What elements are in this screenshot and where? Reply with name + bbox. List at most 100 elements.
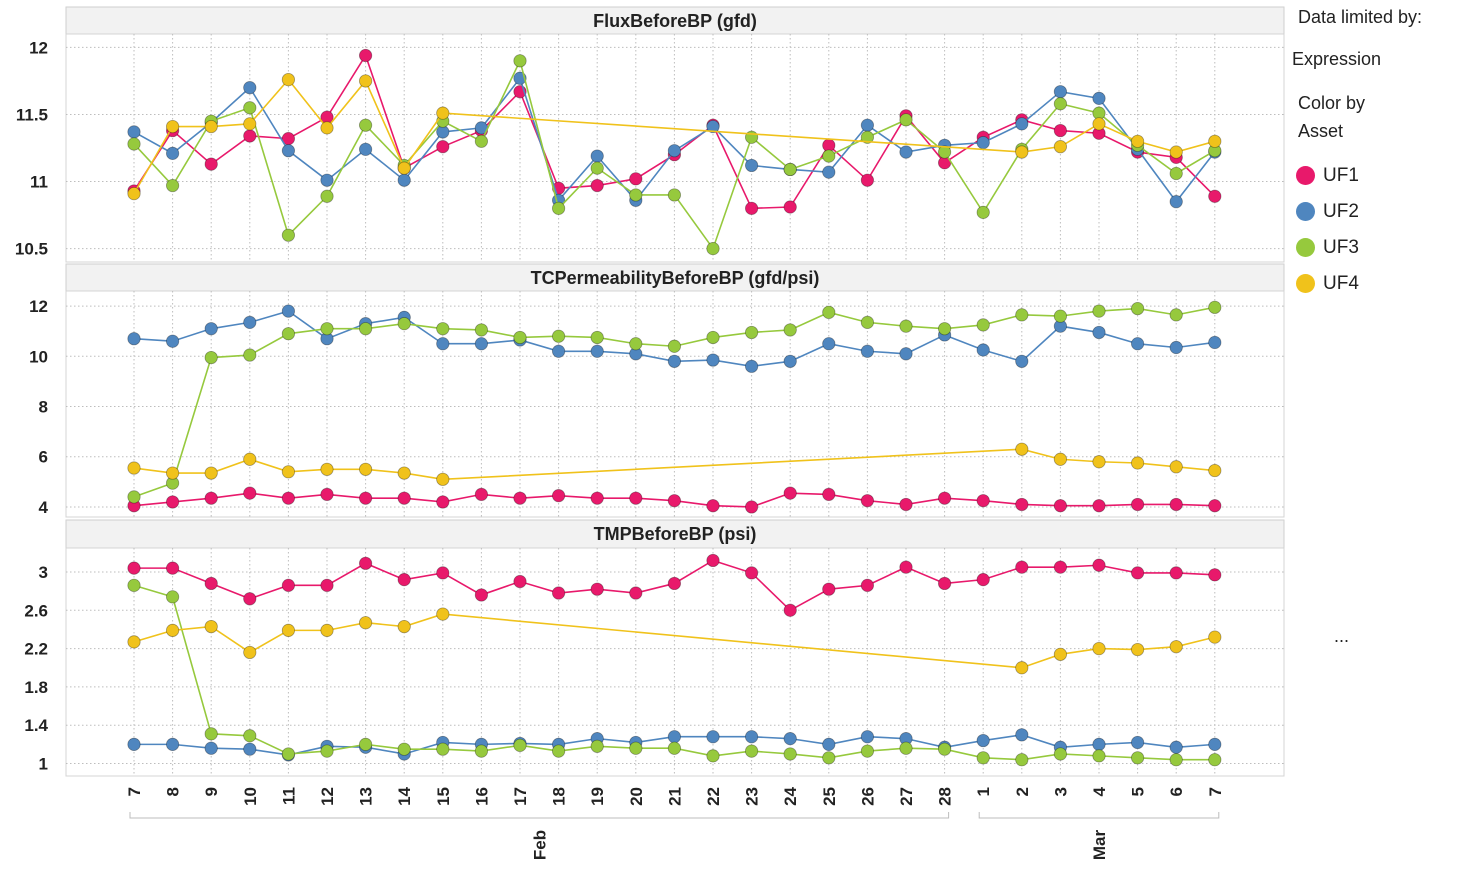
data-point[interactable] (127, 490, 141, 504)
data-point[interactable] (783, 162, 797, 177)
data-point[interactable] (1092, 91, 1106, 105)
data-point[interactable] (243, 486, 257, 500)
data-point[interactable] (1131, 456, 1145, 470)
data-point[interactable] (1053, 647, 1068, 661)
data-point[interactable] (1053, 560, 1068, 574)
data-point[interactable] (976, 318, 990, 332)
data-point[interactable] (1015, 661, 1029, 675)
data-point[interactable] (976, 494, 990, 508)
data-point[interactable] (937, 491, 952, 505)
data-point[interactable] (1208, 189, 1222, 203)
data-point[interactable] (667, 576, 682, 591)
data-point[interactable] (281, 327, 295, 341)
data-point[interactable] (860, 494, 875, 508)
data-point[interactable] (281, 747, 295, 761)
asset-label[interactable]: Asset (1298, 121, 1344, 141)
data-point[interactable] (1092, 737, 1106, 751)
data-point[interactable] (243, 729, 257, 743)
data-point[interactable] (1053, 309, 1068, 323)
data-point[interactable] (1092, 455, 1106, 469)
data-point[interactable] (1092, 499, 1106, 513)
data-point[interactable] (204, 157, 218, 171)
data-point[interactable] (860, 118, 875, 132)
data-point[interactable] (320, 578, 334, 592)
expression-label[interactable]: Expression (1292, 49, 1382, 69)
data-point[interactable] (127, 578, 141, 592)
data-point[interactable] (166, 495, 180, 509)
data-point[interactable] (474, 337, 488, 351)
data-point[interactable] (1092, 304, 1106, 318)
data-point[interactable] (899, 560, 913, 574)
data-point[interactable] (706, 119, 720, 134)
data-point[interactable] (860, 130, 875, 144)
data-point[interactable] (1169, 460, 1183, 474)
data-point[interactable] (590, 739, 604, 753)
data-point[interactable] (166, 561, 180, 575)
data-point[interactable] (744, 158, 759, 173)
data-point[interactable] (1169, 566, 1183, 580)
data-point[interactable] (590, 344, 604, 358)
data-point[interactable] (397, 742, 411, 756)
data-point[interactable] (937, 145, 952, 159)
data-point[interactable] (1169, 145, 1183, 159)
data-point[interactable] (127, 125, 141, 139)
data-point[interactable] (1015, 308, 1029, 322)
data-point[interactable] (243, 81, 257, 95)
data-point[interactable] (166, 623, 180, 637)
data-point[interactable] (243, 129, 257, 143)
data-point[interactable] (397, 161, 411, 175)
data-point[interactable] (899, 347, 913, 361)
data-point[interactable] (1131, 497, 1145, 512)
data-point[interactable] (320, 462, 334, 476)
data-point[interactable] (667, 354, 682, 368)
data-point[interactable] (320, 322, 334, 336)
data-point[interactable] (1015, 560, 1029, 574)
data-point[interactable] (822, 337, 836, 351)
data-point[interactable] (243, 348, 257, 362)
data-point[interactable] (1015, 442, 1029, 456)
data-point[interactable] (1131, 735, 1145, 750)
data-point[interactable] (1131, 751, 1145, 765)
data-point[interactable] (783, 200, 797, 214)
data-point[interactable] (590, 161, 604, 175)
data-point[interactable] (629, 491, 643, 505)
data-point[interactable] (358, 462, 373, 476)
data-point[interactable] (243, 742, 257, 756)
data-point[interactable] (243, 117, 257, 131)
data-point[interactable] (474, 323, 488, 337)
data-point[interactable] (320, 623, 334, 637)
data-point[interactable] (436, 495, 450, 509)
data-point[interactable] (551, 744, 566, 758)
data-point[interactable] (1092, 749, 1106, 763)
data-point[interactable] (436, 106, 450, 120)
data-point[interactable] (243, 452, 257, 466)
data-point[interactable] (744, 201, 759, 215)
data-point[interactable] (397, 573, 411, 587)
data-point[interactable] (899, 741, 913, 755)
data-point[interactable] (1208, 568, 1222, 582)
data-point[interactable] (513, 738, 527, 752)
data-point[interactable] (551, 329, 566, 343)
data-point[interactable] (1015, 354, 1029, 368)
data-point[interactable] (667, 188, 682, 202)
data-point[interactable] (204, 322, 218, 336)
data-point[interactable] (744, 500, 759, 514)
data-point[interactable] (1053, 85, 1068, 99)
data-point[interactable] (667, 144, 682, 158)
data-point[interactable] (629, 586, 643, 600)
data-point[interactable] (706, 499, 720, 513)
data-point[interactable] (127, 137, 141, 151)
data-point[interactable] (860, 173, 875, 187)
data-point[interactable] (667, 339, 682, 353)
data-point[interactable] (358, 556, 373, 570)
data-point[interactable] (590, 149, 604, 163)
data-point[interactable] (937, 576, 952, 591)
data-point[interactable] (127, 737, 141, 751)
data-point[interactable] (976, 733, 990, 748)
data-point[interactable] (320, 173, 334, 187)
overflow-ellipsis[interactable]: ... (1334, 626, 1350, 646)
data-point[interactable] (1169, 195, 1183, 209)
data-point[interactable] (1015, 145, 1029, 159)
data-point[interactable] (281, 578, 295, 592)
data-point[interactable] (590, 582, 604, 596)
